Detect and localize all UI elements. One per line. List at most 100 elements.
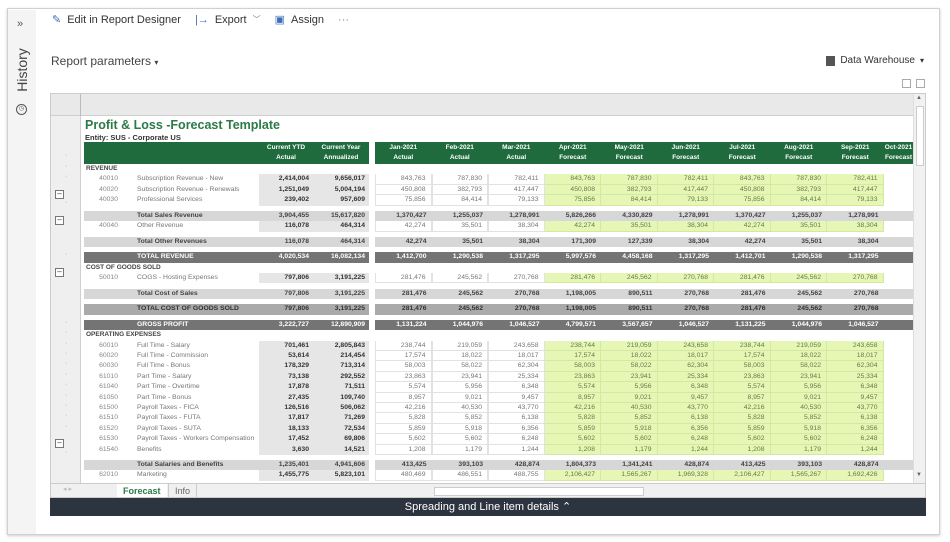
forecast-cell[interactable]: 9,457 bbox=[657, 392, 714, 403]
forecast-cell[interactable]: 428,874 bbox=[657, 460, 714, 471]
forecast-cell[interactable]: 5,602 bbox=[544, 434, 601, 445]
forecast-cell[interactable]: 890,511 bbox=[601, 288, 658, 300]
forecast-cell[interactable]: 245,562 bbox=[770, 288, 827, 300]
forecast-cell[interactable]: 890,511 bbox=[601, 304, 658, 315]
forecast-cell[interactable]: 5,852 bbox=[770, 413, 827, 424]
forecast-cell[interactable]: 9,457 bbox=[827, 392, 884, 403]
forecast-cell[interactable]: 35,501 bbox=[601, 221, 658, 232]
forecast-cell[interactable]: 38,304 bbox=[827, 221, 884, 232]
forecast-cell[interactable]: 5,852 bbox=[601, 413, 658, 424]
forecast-cell[interactable]: 43,770 bbox=[827, 402, 884, 414]
forecast-cell[interactable]: 25,334 bbox=[827, 371, 884, 383]
forecast-cell[interactable]: 1,198,005 bbox=[544, 304, 601, 315]
export-button[interactable]: |→ Export ﹀ bbox=[195, 14, 261, 26]
forecast-cell[interactable]: 1,341,241 bbox=[601, 460, 658, 471]
forecast-cell[interactable]: 6,248 bbox=[657, 434, 714, 445]
forecast-cell[interactable]: 1,370,427 bbox=[714, 210, 771, 222]
spreading-details-panel-toggle[interactable]: Spreading and Line item details ⌃ bbox=[50, 498, 926, 516]
forecast-cell[interactable]: 5,574 bbox=[714, 382, 771, 393]
forecast-cell[interactable]: 6,356 bbox=[827, 423, 884, 435]
forecast-cell[interactable]: 40,530 bbox=[601, 402, 658, 414]
collapse-group-icon[interactable]: – bbox=[55, 189, 64, 199]
forecast-cell[interactable]: 84,414 bbox=[770, 195, 827, 206]
forecast-cell[interactable]: 9,021 bbox=[770, 392, 827, 403]
forecast-cell[interactable]: 5,997,576 bbox=[544, 252, 601, 263]
forecast-cell[interactable]: 18,017 bbox=[827, 350, 884, 362]
forecast-cell[interactable]: 1,290,538 bbox=[770, 252, 827, 263]
forecast-cell[interactable]: 219,059 bbox=[601, 340, 658, 351]
assign-button[interactable]: ▣ Assign bbox=[275, 13, 324, 27]
forecast-cell[interactable]: 6,348 bbox=[827, 382, 884, 393]
tab-info[interactable]: Info bbox=[168, 484, 198, 497]
forecast-cell[interactable]: 84,414 bbox=[601, 195, 658, 206]
forecast-cell[interactable]: 450,808 bbox=[544, 184, 601, 196]
forecast-cell[interactable]: 5,956 bbox=[601, 382, 658, 393]
forecast-cell[interactable]: 8,957 bbox=[714, 392, 771, 403]
forecast-cell[interactable]: 23,863 bbox=[544, 371, 601, 383]
forecast-cell[interactable]: 62,304 bbox=[657, 361, 714, 372]
forecast-cell[interactable]: 245,562 bbox=[770, 273, 827, 284]
report-parameters-dropdown[interactable]: Report parameters ▾ bbox=[51, 54, 158, 68]
forecast-cell[interactable]: 42,274 bbox=[714, 221, 771, 232]
forecast-cell[interactable]: 238,744 bbox=[714, 340, 771, 351]
forecast-cell[interactable]: 243,658 bbox=[827, 340, 884, 351]
forecast-cell[interactable]: 1,131,225 bbox=[714, 319, 771, 331]
forecast-cell[interactable]: 40,530 bbox=[770, 402, 827, 414]
forecast-cell[interactable]: 270,768 bbox=[657, 304, 714, 315]
forecast-cell[interactable]: 1,565,267 bbox=[770, 470, 827, 481]
forecast-cell[interactable]: 382,793 bbox=[770, 184, 827, 196]
forecast-cell[interactable]: 1,046,527 bbox=[657, 319, 714, 331]
sheet-viewport[interactable]: Profit & Loss -Forecast Template Entity:… bbox=[81, 116, 913, 483]
forecast-cell[interactable]: 843,763 bbox=[714, 174, 771, 185]
forecast-cell[interactable]: 6,348 bbox=[657, 382, 714, 393]
forecast-cell[interactable]: 413,425 bbox=[714, 460, 771, 471]
forecast-cell[interactable]: 38,304 bbox=[827, 236, 884, 248]
forecast-cell[interactable]: 42,274 bbox=[544, 221, 601, 232]
forecast-cell[interactable]: 450,808 bbox=[714, 184, 771, 196]
spreadsheet[interactable]: · · · – · – · – · · · · · · · · · · · – · Profit & Loss -For… bbox=[50, 93, 926, 498]
forecast-cell[interactable]: 1,179 bbox=[601, 444, 658, 455]
forecast-cell[interactable]: 5,918 bbox=[770, 423, 827, 435]
forecast-cell[interactable]: 6,248 bbox=[827, 434, 884, 445]
forecast-cell[interactable]: 1,044,976 bbox=[770, 319, 827, 331]
forecast-cell[interactable]: 245,562 bbox=[601, 273, 658, 284]
forecast-cell[interactable]: 5,859 bbox=[544, 423, 601, 435]
forecast-cell[interactable]: 42,216 bbox=[714, 402, 771, 414]
forecast-cell[interactable]: 382,793 bbox=[601, 184, 658, 196]
forecast-cell[interactable]: 243,658 bbox=[657, 340, 714, 351]
horizontal-scrollbar[interactable] bbox=[434, 487, 644, 496]
forecast-cell[interactable]: 281,476 bbox=[714, 288, 771, 300]
forecast-cell[interactable]: 787,830 bbox=[601, 174, 658, 185]
forecast-cell[interactable]: 1,317,295 bbox=[827, 252, 884, 263]
forecast-cell[interactable]: 245,562 bbox=[770, 304, 827, 315]
forecast-cell[interactable]: 17,574 bbox=[544, 350, 601, 362]
forecast-cell[interactable]: 1,692,426 bbox=[827, 470, 884, 481]
forecast-cell[interactable]: 35,501 bbox=[770, 236, 827, 248]
scroll-up-icon[interactable]: ▲ bbox=[916, 95, 922, 101]
forecast-cell[interactable]: 1,208 bbox=[714, 444, 771, 455]
tab-nav-arrows-icon[interactable]: ◂ ▸ bbox=[63, 486, 72, 493]
collapse-group-icon[interactable]: – bbox=[55, 267, 64, 277]
forecast-cell[interactable]: 2,106,427 bbox=[544, 470, 601, 481]
forecast-cell[interactable]: 42,274 bbox=[714, 236, 771, 248]
forecast-cell[interactable]: 1,278,991 bbox=[827, 210, 884, 222]
forecast-cell[interactable]: 171,309 bbox=[544, 236, 601, 248]
forecast-cell[interactable]: 5,826,266 bbox=[544, 210, 601, 222]
forecast-cell[interactable]: 1,244 bbox=[657, 444, 714, 455]
forecast-cell[interactable]: 18,017 bbox=[657, 350, 714, 362]
scroll-down-icon[interactable]: ▼ bbox=[916, 472, 922, 478]
forecast-cell[interactable]: 58,022 bbox=[601, 361, 658, 372]
forecast-cell[interactable]: 38,304 bbox=[657, 236, 714, 248]
edit-in-designer-button[interactable]: ✎ Edit in Report Designer bbox=[52, 13, 181, 27]
forecast-cell[interactable]: 270,768 bbox=[827, 273, 884, 284]
forecast-cell[interactable]: 38,304 bbox=[657, 221, 714, 232]
forecast-cell[interactable]: 23,941 bbox=[601, 371, 658, 383]
forecast-cell[interactable]: 79,133 bbox=[827, 195, 884, 206]
history-label[interactable]: History bbox=[14, 48, 30, 92]
forecast-cell[interactable]: 58,003 bbox=[544, 361, 601, 372]
forecast-cell[interactable]: 6,356 bbox=[657, 423, 714, 435]
forecast-cell[interactable]: 62,304 bbox=[827, 361, 884, 372]
forecast-cell[interactable]: 43,770 bbox=[657, 402, 714, 414]
forecast-cell[interactable]: 23,941 bbox=[770, 371, 827, 383]
forecast-cell[interactable]: 281,476 bbox=[714, 273, 771, 284]
